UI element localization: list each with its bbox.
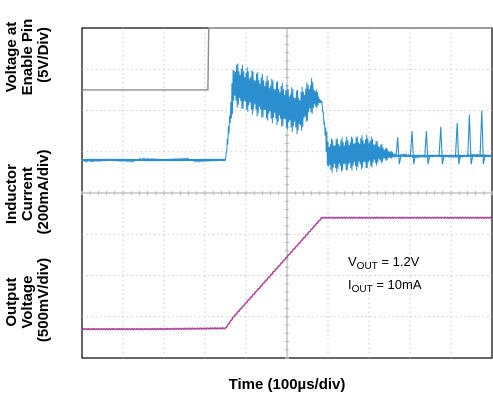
ylabel-enable-line-3: (5V/Div) (35, 27, 52, 83)
spike-3 (438, 126, 445, 165)
spike-0 (395, 137, 402, 165)
annotation-vout: VOUT = 1.2V (348, 254, 420, 272)
series-enable (82, 27, 492, 91)
ylabel-inductor-line-2: Current (19, 167, 36, 221)
ylabel-inductor: Inductor Current (200mA/div) (3, 149, 52, 234)
grid (81, 27, 493, 359)
plot-area (81, 27, 493, 359)
ylabel-output-line-1: Output (3, 278, 20, 327)
xlabel: Time (100µs/div) (229, 376, 346, 393)
annotation-vout-base: V (348, 254, 357, 269)
annotation-vout-value: = 1.2V (378, 254, 420, 269)
spike-4 (454, 122, 461, 165)
series-output-voltage (81, 216, 493, 331)
spike-1 (409, 131, 416, 165)
ylabel-output: Output Voltage (500mV/div) (3, 258, 52, 342)
annotation-iout-value: = 10mA (373, 277, 422, 292)
series-inductor-current (81, 63, 493, 173)
ylabel-output-line-2: Voltage (19, 276, 36, 329)
ylabel-inductor-line-1: Inductor (3, 164, 20, 224)
annotation-iout-sub: OUT (352, 284, 373, 295)
spike-6 (479, 110, 486, 165)
ylabel-inductor-line-3: (200mA/div) (35, 149, 52, 234)
spike-2 (424, 131, 431, 165)
spike-5 (467, 114, 474, 165)
ylabel-enable-line-1: Voltage at (3, 22, 20, 93)
ylabel-output-line-3: (500mV/div) (35, 258, 52, 342)
traces (81, 27, 493, 331)
ylabel-enable-line-2: Enable Pin (19, 19, 36, 96)
annotation-vout-sub: OUT (357, 261, 378, 272)
annotation-iout-base: I (348, 277, 352, 292)
annotation-iout: IOUT = 10mA (348, 277, 422, 295)
ylabel-enable: Voltage at Enable Pin (5V/Div) (3, 15, 52, 96)
